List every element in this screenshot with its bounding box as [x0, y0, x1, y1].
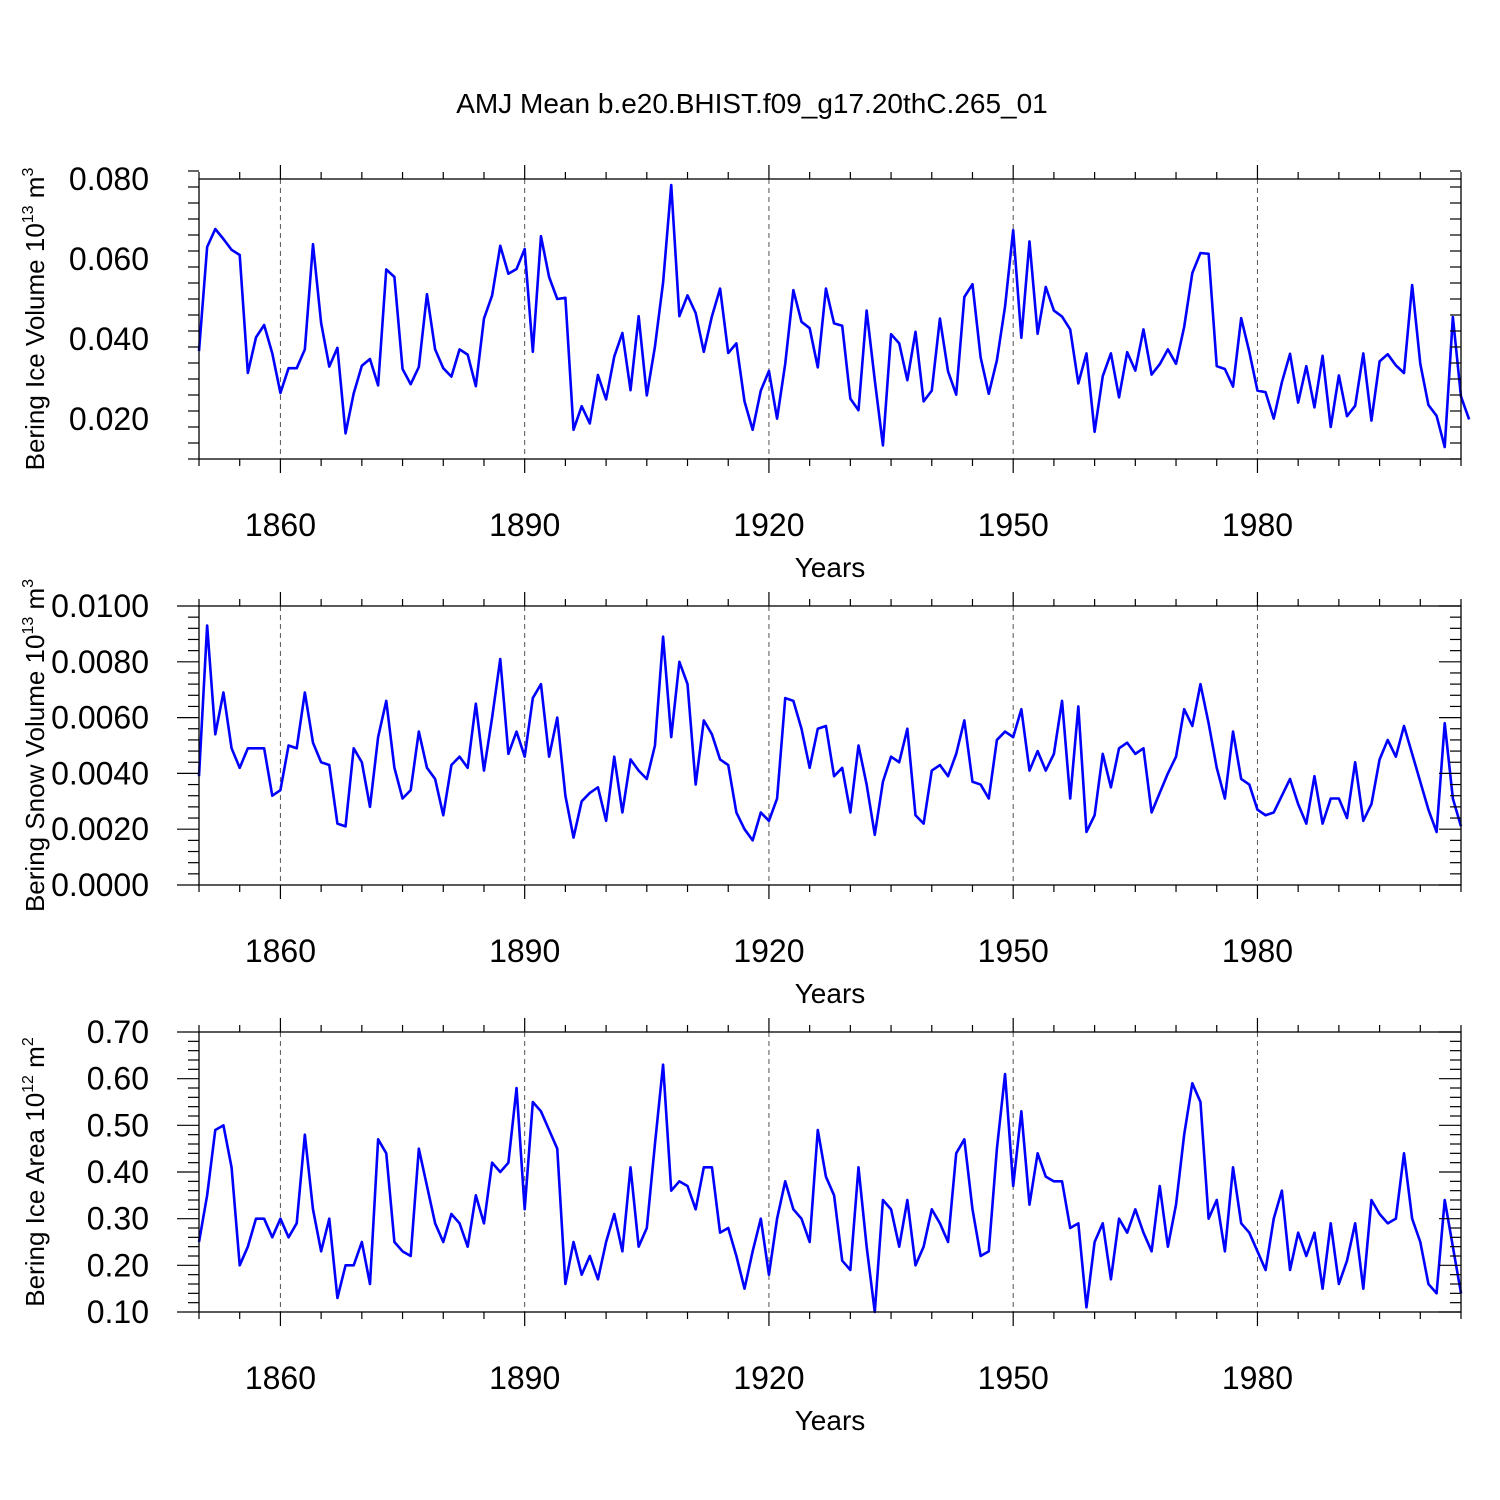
x-tick-label-1950: 1950 — [978, 507, 1049, 543]
y-tick-label: 0.30 — [87, 1201, 149, 1237]
y-axis-label: Bering Ice Volume 1013 m3 — [20, 168, 50, 471]
y-tick-label: 0.50 — [87, 1107, 149, 1143]
plot-frame — [198, 178, 1462, 460]
y-tick-label: 0.0080 — [51, 644, 149, 680]
y-tick-label: 0.20 — [87, 1247, 149, 1283]
y-tick-label: 0.0060 — [51, 700, 149, 736]
y-tick-label: 0.0000 — [51, 867, 149, 903]
figure-title: AMJ Mean b.e20.BHIST.f09_g17.20thC.265_0… — [456, 88, 1048, 119]
y-tick-label: 0.70 — [87, 1014, 149, 1050]
y-axis-label: Bering Ice Area 1012 m2 — [20, 1037, 50, 1307]
y-tick-label: 0.40 — [87, 1154, 149, 1190]
series-line-snow-volume — [197, 624, 1463, 842]
x-tick-label-1860: 1860 — [245, 1360, 316, 1396]
chart-panel-ice-volume: 1860 1890 1920 1950 1980 Years 0.020 0.040 0.060… — [20, 161, 1471, 583]
series-line-ice-area — [197, 1063, 1463, 1314]
y-tick-label: 0.060 — [69, 241, 149, 277]
x-tick-label-1890: 1890 — [489, 507, 560, 543]
x-tick-label-1950: 1950 — [978, 1360, 1049, 1396]
x-tick-label-1920: 1920 — [733, 507, 804, 543]
y-tick-label: 0.080 — [69, 161, 149, 197]
series-line-ice-volume — [197, 183, 1471, 449]
y-tick-label: 0.040 — [69, 321, 149, 357]
x-tick-label-1980: 1980 — [1222, 1360, 1293, 1396]
x-tick-label-1860: 1860 — [245, 933, 316, 969]
x-tick-label-1920: 1920 — [733, 1360, 804, 1396]
y-tick-label: 0.0020 — [51, 811, 149, 847]
x-axis-label: Years — [795, 552, 866, 583]
y-tick-label: 0.020 — [69, 401, 149, 437]
x-tick-label-1980: 1980 — [1222, 507, 1293, 543]
x-axis-label: Years — [795, 978, 866, 1009]
y-tick-label: 0.10 — [87, 1294, 149, 1330]
x-tick-label-1980: 1980 — [1222, 933, 1293, 969]
y-axis-label: Bering Snow Volume 1013 m3 — [20, 579, 50, 912]
x-tick-label-1890: 1890 — [489, 933, 560, 969]
x-tick-label-1890: 1890 — [489, 1360, 560, 1396]
panels-container: 1860 1890 1920 1950 1980 Years 0.020 0.040 0.060… — [20, 161, 1471, 1436]
y-tick-label: 0.60 — [87, 1061, 149, 1097]
chart-panel-snow-volume: 1860 1890 1920 1950 1980 Years 0.0000 0.0020 0.0… — [20, 579, 1463, 1009]
chart-panel-ice-area: 1860 1890 1920 1950 1980 Years 0.10 0.20 0.30 0.4… — [20, 1014, 1463, 1436]
x-tick-label-1950: 1950 — [978, 933, 1049, 969]
plot-frame — [198, 605, 1462, 886]
y-tick-label: 0.0100 — [51, 588, 149, 624]
x-tick-label-1920: 1920 — [733, 933, 804, 969]
x-axis-label: Years — [795, 1405, 866, 1436]
y-tick-label: 0.0040 — [51, 755, 149, 791]
x-tick-label-1860: 1860 — [245, 507, 316, 543]
